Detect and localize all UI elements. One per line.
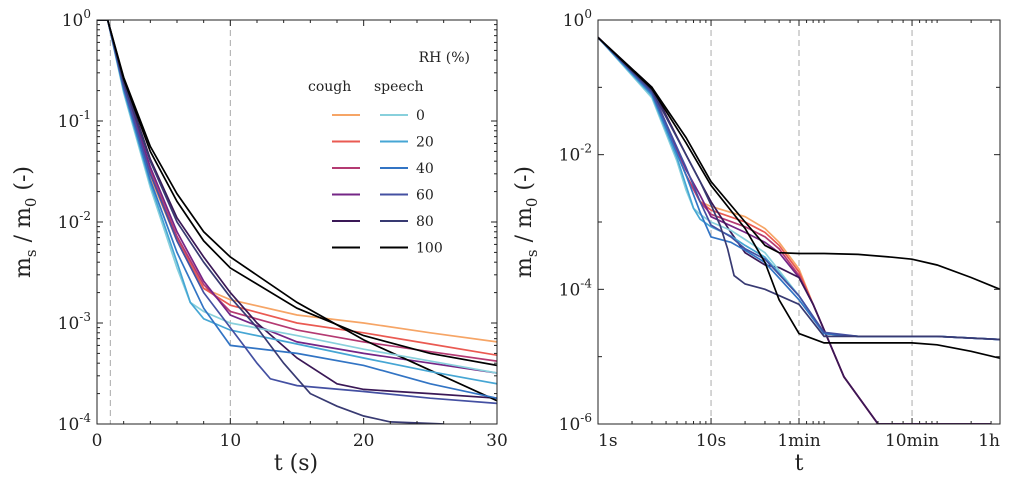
y-axis-label: ms / m0 (-) — [11, 166, 40, 278]
legend: RH (%) cough speech 0 20 40 60 80 100 — [308, 50, 470, 257]
x-tick-label: 1min — [777, 431, 820, 451]
series-group — [598, 36, 1000, 424]
x-tick-label: 1s — [598, 431, 618, 451]
x-tick-label: 10s — [696, 431, 726, 451]
legend-col-cough: cough — [308, 79, 351, 95]
series-line — [598, 36, 1000, 341]
series-line — [97, 20, 497, 343]
legend-label: 20 — [416, 135, 434, 151]
y-tick-label: 10-6 — [559, 411, 592, 435]
y-tick-label: 10-2 — [559, 142, 592, 166]
series-line — [598, 36, 991, 424]
y-tick-label: 10-4 — [58, 411, 92, 435]
series-line — [97, 20, 444, 424]
legend-title: RH (%) — [419, 50, 470, 66]
right-panel: 1s 10s 1min 10min 1h 10-6 10-4 10-2 100 t ms / m0 … — [512, 7, 1001, 476]
series-line — [97, 20, 497, 405]
x-tick-label: 30 — [486, 431, 508, 451]
y-tick-label: 100 — [563, 7, 592, 31]
x-tick-label: 10 — [220, 431, 242, 451]
y-axis-label: ms / m0 (-) — [512, 166, 541, 278]
y-tick-label: 100 — [62, 7, 91, 31]
series-line — [97, 20, 497, 367]
x-tick-label: 1h — [978, 431, 1000, 451]
x-tick-label: 20 — [353, 431, 375, 451]
left-panel: 0 10 20 30 10-4 10-3 10-2 10-1 100 t (s) ms / m0 (… — [11, 7, 508, 476]
legend-label: 80 — [416, 214, 434, 230]
legend-label: 0 — [416, 108, 425, 124]
y-tick-label: 10-3 — [58, 310, 91, 334]
legend-label: 100 — [416, 241, 443, 257]
legend-label: 40 — [416, 161, 434, 177]
x-tick-label: 10min — [885, 431, 939, 451]
y-tick-label: 10-1 — [58, 108, 91, 132]
legend-label: 60 — [416, 188, 434, 204]
legend-col-speech: speech — [374, 79, 424, 95]
x-axis-label: t (s) — [274, 451, 318, 476]
series-line — [598, 36, 1000, 360]
series-line — [598, 36, 1000, 291]
x-tick-label: 0 — [92, 431, 103, 451]
x-axis-label: t — [795, 451, 804, 476]
y-tick-label: 10-2 — [58, 209, 91, 233]
y-tick-label: 10-4 — [559, 276, 593, 300]
series-group — [97, 20, 497, 424]
